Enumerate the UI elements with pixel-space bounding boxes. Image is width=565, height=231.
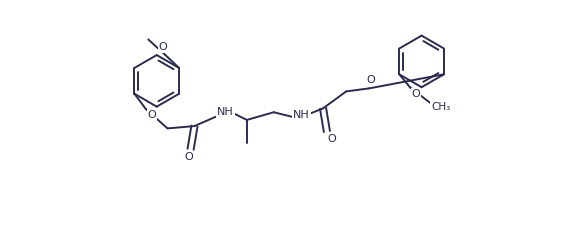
Text: O: O: [159, 42, 167, 52]
Text: O: O: [367, 75, 375, 85]
Text: NH: NH: [217, 107, 234, 117]
Text: O: O: [327, 134, 336, 144]
Text: O: O: [412, 88, 420, 99]
Text: O: O: [147, 110, 157, 120]
Text: O: O: [185, 152, 193, 162]
Text: NH: NH: [293, 109, 310, 119]
Text: CH₃: CH₃: [431, 102, 450, 112]
